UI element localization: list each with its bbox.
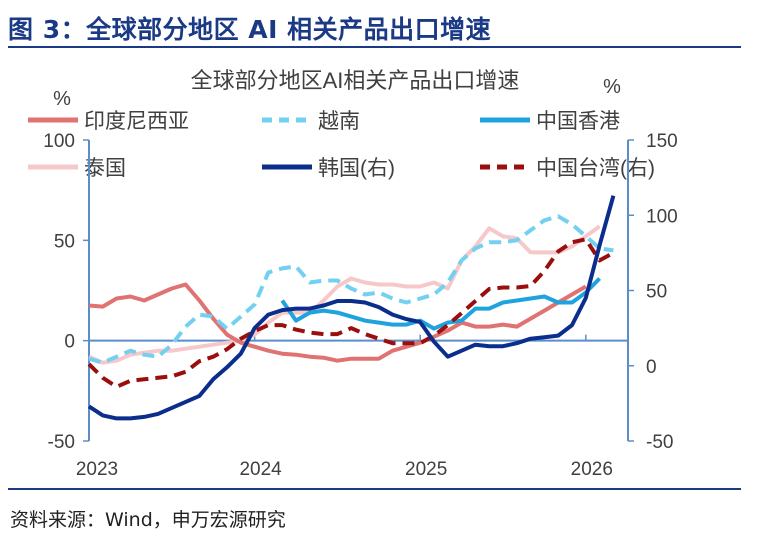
source-note: 资料来源：Wind，申万宏源研究 <box>10 509 286 531</box>
series-line-0 <box>88 282 587 363</box>
x-tick-label: 2026 <box>571 459 613 480</box>
x-tick-label: 2023 <box>76 459 118 480</box>
series-lines <box>87 195 616 421</box>
legend-label: 越南 <box>318 110 360 133</box>
source-divider <box>8 488 741 490</box>
x-tick-label: 2025 <box>405 459 447 480</box>
series-line-5 <box>87 237 615 389</box>
figure-title: 图 3：全球部分地区 AI 相关产品出口增速 <box>8 15 492 44</box>
series-line-1 <box>88 214 614 365</box>
left-y-tick-label: 0 <box>64 332 75 353</box>
right-y-tick-label: -50 <box>646 432 673 453</box>
left-y-tick-label: 50 <box>54 231 75 252</box>
series-line-3 <box>88 224 601 365</box>
right-y-tick-label: 100 <box>646 206 678 227</box>
right-axis-unit: % <box>603 76 621 98</box>
title-divider <box>8 46 741 48</box>
series-line-4 <box>87 195 616 421</box>
chart-title: 全球部分地区AI相关产品出口增速 <box>191 68 520 93</box>
left-y-tick-label: -50 <box>48 432 75 453</box>
x-tick-label: 2024 <box>239 459 282 480</box>
right-y-tick-label: 50 <box>646 282 667 303</box>
legend-label: 韩国(右) <box>318 157 395 180</box>
legend-label: 印度尼西亚 <box>84 110 189 133</box>
series-line-2 <box>280 277 602 331</box>
legend-label: 中国台湾(右) <box>536 157 655 180</box>
left-y-tick-label: 100 <box>43 131 75 152</box>
right-y-tick-label: 0 <box>646 357 657 378</box>
left-axis-unit: % <box>53 88 71 110</box>
right-y-tick-label: 150 <box>646 131 678 152</box>
legend-label: 泰国 <box>84 157 126 180</box>
legend-label: 中国香港 <box>536 110 620 133</box>
